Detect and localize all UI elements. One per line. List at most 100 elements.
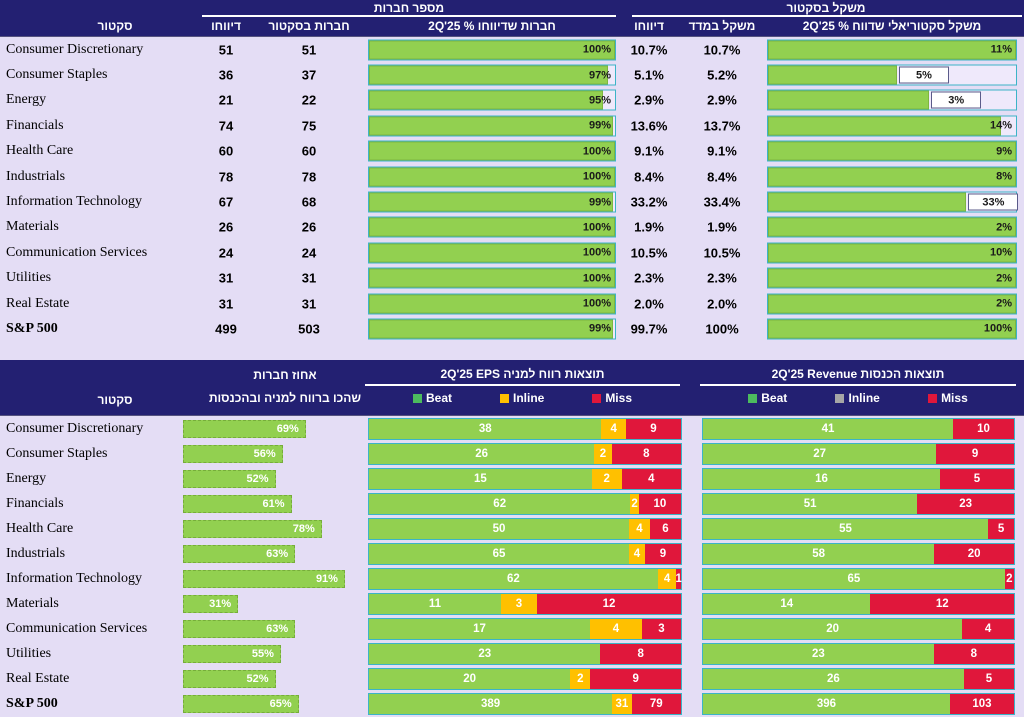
pct-reported-bar-fill <box>369 167 615 187</box>
companies-in-sector-count: 51 <box>301 42 317 58</box>
top-table-rows: Consumer Discretionary 51 51 100% 10.7% 10.7%… <box>0 37 1024 342</box>
sector-name: Consumer Staples <box>6 445 108 461</box>
eps-results-bar-beat-segment: 62 <box>369 568 658 589</box>
eps-results-bar: 62 4 1 <box>368 567 682 590</box>
col-header-weight-in-index: משקל במדד <box>688 19 756 33</box>
weight-reported-value: 10.5% <box>630 245 668 261</box>
companies-in-sector-count: 75 <box>301 118 317 134</box>
col-header-weight-reported: דיווחו <box>634 19 664 33</box>
beat-pct-bar-label: 63% <box>266 547 289 560</box>
table-row: Real Estate 31 31 100% 2.0% 2.0% 2% <box>0 291 1024 316</box>
beat-pct-bar-label: 55% <box>251 647 274 660</box>
eps-results-bar-beat-segment: 23 <box>369 643 601 664</box>
eps-results-bar-miss-segment: 6 <box>649 518 681 539</box>
eps-results-bar-beat-segment: 65 <box>369 543 629 564</box>
weight-reported-bar: 2% <box>767 293 1017 315</box>
sector-name: Utilities <box>6 645 52 661</box>
eps-results-bar-miss-segment: 9 <box>590 668 681 689</box>
weight-bar-label: 14% <box>989 119 1012 132</box>
revenue-results-bar-miss-segment: 2 <box>1004 568 1014 589</box>
weight-reported-bar-fill <box>768 40 1016 60</box>
beat-pct-bar: 78% <box>183 519 361 538</box>
beat-pct-bar-fill: 65% <box>183 694 299 713</box>
revenue-results-bar: 26 5 <box>702 667 1015 690</box>
companies-in-sector-count: 24 <box>301 245 317 261</box>
pct-reported-bar: 100% <box>368 242 616 264</box>
beat-pct-bar-label: 91% <box>315 572 338 585</box>
weight-reported-bar-fill <box>768 217 1016 237</box>
weight-reported-bar: 33% <box>767 191 1019 213</box>
weight-bar-label: 9% <box>996 145 1012 158</box>
group-underline-weight <box>632 15 1022 17</box>
weight-bar-label: 10% <box>989 246 1012 259</box>
reported-count: 31 <box>218 270 234 286</box>
table-row: Information Technology 67 68 99% 33.2% 33.4% 3… <box>0 189 1024 214</box>
eps-results-bar: 17 4 3 <box>368 617 682 640</box>
eps-results-bar-miss-segment: 9 <box>625 418 681 439</box>
table-row: Communication Services 63% 17 4 3 20 4 <box>0 616 1024 641</box>
pct-reported-bar-fill <box>369 65 608 85</box>
rev-legend-beat-label: Beat <box>761 391 788 405</box>
table-row: Health Care 78% 50 4 6 55 5 <box>0 516 1024 541</box>
revenue-results-bar-beat-segment: 20 <box>703 618 963 639</box>
weight-reported-bar: 2% <box>767 216 1017 238</box>
eps-legend-beat: Beat <box>412 391 452 405</box>
pct-reported-bar: 100% <box>368 267 616 289</box>
col-header-companies-in-sector: חברות בסקטור <box>268 19 350 33</box>
revenue-results-bar-beat-segment: 396 <box>703 693 950 714</box>
weight-reported-bar-fill <box>768 319 1016 339</box>
col-header-beat-pct-line1: אחוז חברות <box>253 368 317 382</box>
weight-in-index-value: 10.5% <box>703 245 741 261</box>
weight-in-index-value: 10.7% <box>703 42 741 58</box>
weight-reported-bar-fill <box>768 141 1016 161</box>
weight-in-index-value: 8.4% <box>707 169 737 185</box>
table-row: Health Care 60 60 100% 9.1% 9.1% 9% <box>0 139 1024 164</box>
eps-results-bar-inline-segment: 3 <box>501 593 537 614</box>
eps-results-bar: 26 2 8 <box>368 442 682 465</box>
companies-in-sector-count: 22 <box>301 92 317 108</box>
pct-reported-bar-label: 100% <box>582 170 611 183</box>
eps-results-bar-beat-segment: 50 <box>369 518 629 539</box>
eps-results-bar-miss-segment: 9 <box>645 543 681 564</box>
revenue-results-bar-beat-segment: 16 <box>703 468 940 489</box>
eps-results-bar-inline-segment: 4 <box>629 543 645 564</box>
eps-legend-inline: Inline <box>499 391 544 405</box>
pct-reported-bar-fill <box>369 141 615 161</box>
revenue-results-bar-beat-segment: 55 <box>703 518 989 539</box>
reported-count: 78 <box>218 169 234 185</box>
pct-reported-bar-fill <box>369 40 615 60</box>
beat-swatch-icon <box>748 393 758 403</box>
pct-reported-bar: 100% <box>368 39 616 61</box>
beat-pct-bar-fill: 52% <box>183 469 276 488</box>
weight-in-index-value: 5.2% <box>707 67 737 83</box>
weight-bar-label: 33% <box>968 193 1019 211</box>
revenue-section-title: תוצאות הכנסות 2Q'25 Revenue <box>771 367 945 381</box>
pct-reported-bar: 100% <box>368 140 616 162</box>
revenue-results-bar-beat-segment: 14 <box>703 593 871 614</box>
table-row: S&P 500 65% 389 31 79 396 103 <box>0 691 1024 716</box>
beat-swatch-icon <box>412 393 422 403</box>
rev-legend-inline: Inline <box>835 391 880 405</box>
eps-section-title: תוצאות רווח למניה 2Q'25 EPS <box>440 367 605 381</box>
revenue-results-bar: 51 23 <box>702 492 1015 515</box>
reported-count: 51 <box>218 42 234 58</box>
revenue-results-bar: 58 20 <box>702 542 1015 565</box>
group-underline-companies <box>202 15 616 17</box>
weight-in-index-value: 9.1% <box>707 143 737 159</box>
table-row: Energy 21 22 95% 2.9% 2.9% 3% <box>0 88 1024 113</box>
beat-pct-bar-label: 56% <box>253 447 276 460</box>
beat-pct-bar-fill: 61% <box>183 494 292 513</box>
sector-name: Real Estate <box>6 670 70 686</box>
sector-name: Communication Services <box>6 620 148 636</box>
pct-reported-bar-label: 100% <box>582 272 611 285</box>
weight-reported-bar-fill <box>768 192 967 212</box>
weight-reported-bar: 3% <box>767 89 1017 111</box>
weight-bar-label: 11% <box>990 43 1012 56</box>
revenue-results-bar-beat-segment: 27 <box>703 443 937 464</box>
sector-name: S&P 500 <box>6 695 58 711</box>
revenue-results-bar: 55 5 <box>702 517 1015 540</box>
eps-results-bar-inline-segment: 2 <box>591 468 622 489</box>
revenue-results-bar-miss-segment: 20 <box>934 543 1014 564</box>
companies-in-sector-count: 60 <box>301 143 317 159</box>
beat-pct-bar: 56% <box>183 444 361 463</box>
